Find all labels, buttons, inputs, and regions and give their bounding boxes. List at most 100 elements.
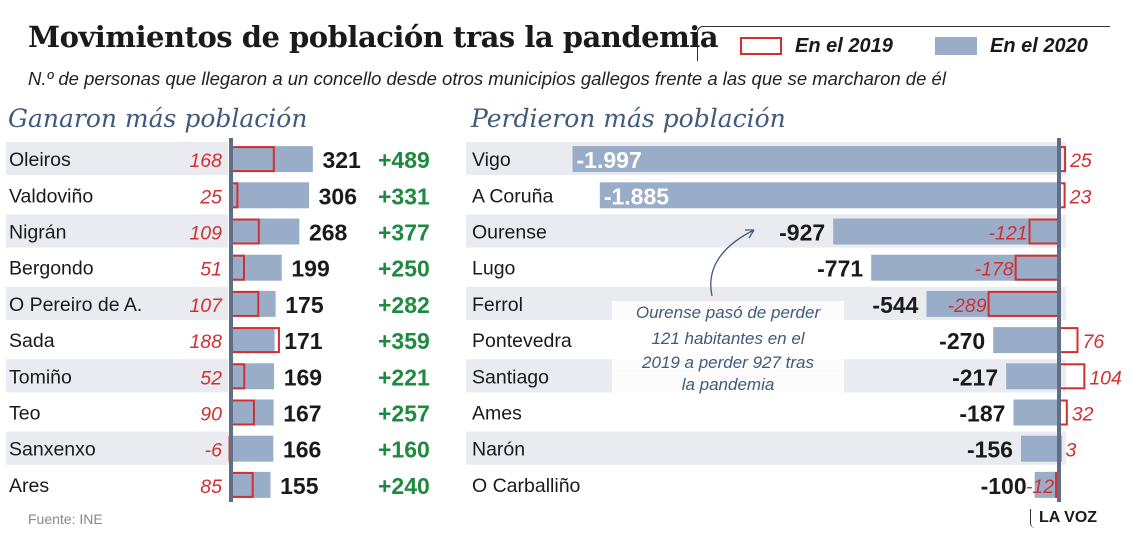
value-label-2019: 90 — [200, 404, 222, 426]
lost-heading: Perdieron más población — [471, 104, 786, 133]
value-label-2019: -121 — [988, 223, 1027, 245]
value-label-2020: -100 — [981, 473, 1027, 499]
category-label: Bergondo — [9, 258, 94, 280]
legend-swatch-2019 — [740, 37, 782, 55]
annotation-backdrop — [612, 301, 844, 324]
legend-label-2019: En el 2019 — [795, 35, 893, 57]
value-label-2019: 85 — [200, 476, 222, 498]
bar-2020 — [1020, 435, 1059, 462]
value-label-2020: 321 — [322, 147, 361, 173]
bar-2020 — [599, 182, 1059, 209]
value-label-2020: -1.997 — [577, 147, 642, 173]
category-label: Lugo — [472, 258, 516, 280]
table-row — [6, 359, 228, 393]
bar-2020 — [231, 182, 310, 209]
value-label-2020: -927 — [779, 220, 825, 246]
value-label-2020: 171 — [284, 328, 323, 354]
value-label-2019: 104 — [1089, 367, 1122, 389]
value-label-2019: -12 — [1026, 476, 1054, 498]
category-label: Valdoviño — [9, 185, 93, 207]
value-label-2019: 23 — [1069, 186, 1092, 208]
change-label: +250 — [378, 256, 430, 282]
value-label-2019: 25 — [1069, 150, 1092, 172]
annotation-line: Ourense pasó de perder — [636, 303, 822, 322]
change-label: +160 — [378, 437, 430, 463]
bar-2020 — [572, 146, 1059, 173]
value-label-2020: -544 — [872, 292, 918, 318]
value-label-2020: 268 — [309, 220, 348, 246]
value-label-2020: -270 — [939, 328, 985, 354]
change-label: +331 — [378, 183, 430, 209]
category-label: Teo — [9, 403, 41, 425]
value-label-2019: 32 — [1072, 404, 1094, 426]
value-label-2019: 52 — [200, 367, 222, 389]
category-label: Pontevedra — [472, 330, 572, 352]
arrow-head-icon — [745, 229, 755, 239]
bar-2020 — [231, 435, 274, 462]
category-label: Sanxenxo — [9, 439, 96, 461]
legend-label-2020: En el 2020 — [990, 35, 1088, 57]
category-label: Ferrol — [472, 294, 523, 316]
value-label-2019: 51 — [200, 259, 222, 281]
change-label: +489 — [378, 147, 430, 173]
bar-2020 — [871, 254, 1059, 281]
value-label-2019: 3 — [1066, 440, 1077, 462]
category-label: Ourense — [472, 222, 547, 244]
category-label: Narón — [472, 439, 525, 461]
change-label: +221 — [378, 364, 430, 390]
annotation-backdrop — [612, 327, 844, 350]
brand-logo: LA VOZ — [1030, 509, 1097, 528]
legend-swatch-2020 — [935, 37, 977, 55]
gained-heading: Ganaron más población — [8, 104, 308, 133]
category-label: Tomiño — [9, 366, 72, 388]
category-label: Oleiros — [9, 149, 71, 171]
legend — [697, 26, 1110, 61]
change-label: +282 — [378, 292, 430, 318]
value-label-2020: 167 — [283, 401, 321, 427]
category-label: Ames — [472, 403, 522, 425]
change-label: +359 — [378, 328, 430, 354]
change-label: +257 — [378, 401, 430, 427]
value-label-2020: 175 — [285, 292, 324, 318]
value-label-2020: -217 — [952, 364, 998, 390]
bar-2020 — [231, 146, 313, 173]
value-label-2019: 109 — [189, 223, 222, 245]
value-label-2020: -156 — [967, 437, 1013, 463]
bar-2020 — [231, 290, 276, 317]
value-label-2020: 155 — [280, 473, 319, 499]
category-label: Ares — [9, 475, 49, 497]
category-label: Sada — [9, 330, 55, 352]
category-label: Vigo — [472, 149, 511, 171]
annotation-line: la pandemia — [682, 375, 775, 394]
value-label-2020: -1.885 — [604, 183, 669, 209]
value-label-2020: 169 — [284, 364, 322, 390]
category-label: O Carballiño — [472, 475, 581, 497]
bar-2020 — [231, 327, 275, 354]
value-label-2019: -289 — [948, 295, 987, 317]
bar-2020 — [231, 254, 282, 281]
value-label-2020: 166 — [283, 437, 321, 463]
value-label-2019: -178 — [975, 259, 1014, 281]
bar-2020 — [1013, 399, 1059, 426]
annotation-line: 121 habitantes en el — [651, 329, 805, 348]
value-label-2019: 76 — [1083, 331, 1105, 353]
value-label-2019: 188 — [189, 331, 222, 353]
bar-2020 — [833, 218, 1059, 245]
table-row — [6, 214, 228, 248]
value-label-2019: 107 — [189, 295, 223, 317]
table-row — [6, 431, 228, 465]
value-label-2020: -187 — [959, 401, 1005, 427]
bar-2020 — [231, 471, 271, 498]
table-row — [466, 431, 1066, 465]
bar-2020 — [926, 290, 1059, 317]
bar-2020 — [1006, 363, 1059, 390]
category-label: Santiago — [472, 366, 549, 388]
chart-subtitle: N.º de personas que llegaron a un concel… — [28, 68, 946, 89]
change-label: +377 — [378, 220, 430, 246]
value-label-2019: 168 — [189, 150, 222, 172]
value-label-2020: 199 — [291, 256, 329, 282]
bar-2019 — [1058, 327, 1079, 354]
value-label-2019: 25 — [199, 186, 222, 208]
value-label-2020: 306 — [319, 183, 357, 209]
